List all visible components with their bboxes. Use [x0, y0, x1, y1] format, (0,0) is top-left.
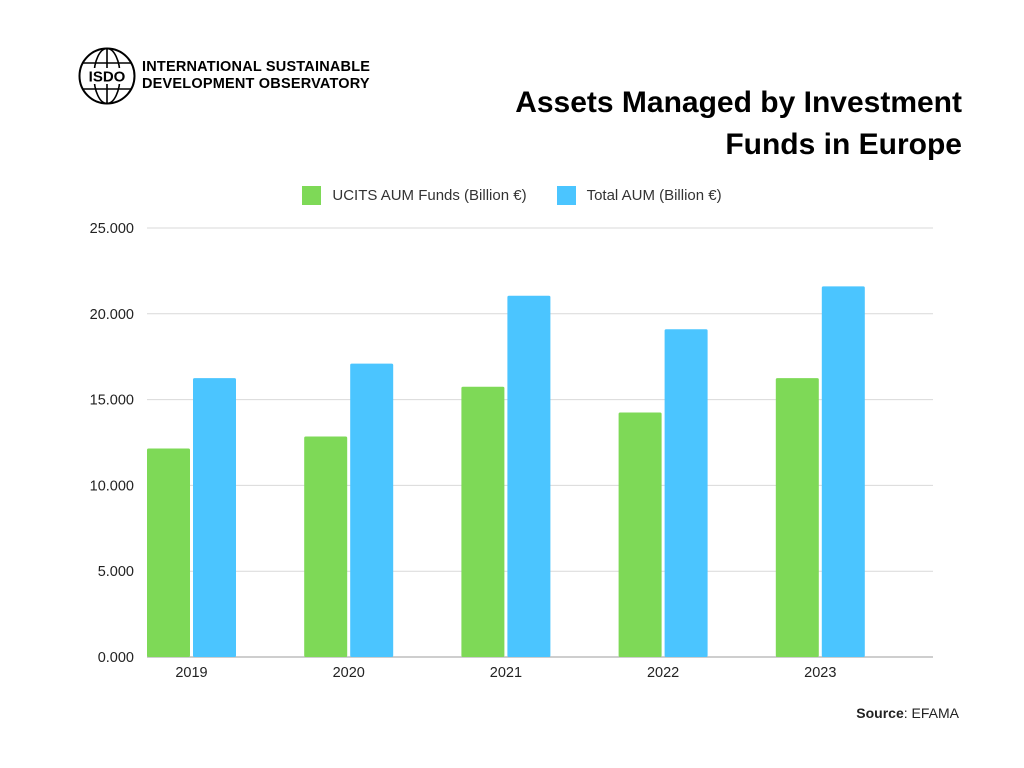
chart-title-line2: Funds in Europe	[725, 128, 962, 161]
bar-ucits	[618, 412, 662, 657]
bar-total	[821, 286, 865, 657]
bar-ucits	[775, 378, 819, 657]
source-label: Source	[856, 705, 904, 721]
legend-swatch-ucits	[302, 186, 322, 205]
legend-item-ucits: UCITS AUM Funds (Billion €)	[302, 186, 527, 205]
org-logo-block: ISDO INTERNATIONAL SUSTAINABLE DEVELOPME…	[78, 47, 370, 105]
logo-text: ISDO	[89, 69, 126, 86]
bar-total	[350, 363, 394, 657]
x-tick-label: 2022	[647, 665, 679, 681]
bar-ucits	[304, 436, 348, 657]
x-tick-label: 2021	[490, 665, 522, 681]
legend-label-ucits: UCITS AUM Funds (Billion €)	[332, 187, 527, 204]
org-name: INTERNATIONAL SUSTAINABLE DEVELOPMENT OB…	[142, 59, 370, 93]
chart-title: Assets Managed by Investment Funds in Eu…	[402, 82, 962, 166]
chart-title-line1: Assets Managed by Investment	[515, 86, 962, 119]
bar-ucits	[147, 448, 190, 657]
bar-ucits	[461, 386, 505, 657]
y-tick-label: 5.000	[98, 564, 134, 580]
bar-total	[193, 378, 236, 657]
y-tick-label: 10.000	[90, 478, 134, 494]
x-tick-label: 2023	[804, 665, 836, 681]
globe-logo-icon: ISDO	[78, 47, 136, 105]
bar-total	[507, 295, 551, 657]
org-name-line1: INTERNATIONAL SUSTAINABLE	[142, 59, 371, 75]
chart-legend: UCITS AUM Funds (Billion €) Total AUM (B…	[0, 186, 1024, 205]
y-tick-label: 15.000	[90, 393, 134, 409]
y-tick-label: 0.000	[98, 650, 134, 666]
source-value: : EFAMA	[903, 705, 959, 721]
legend-label-total: Total AUM (Billion €)	[586, 187, 722, 204]
y-tick-label: 20.000	[90, 307, 134, 323]
x-tick-label: 2020	[333, 665, 365, 681]
legend-item-total: Total AUM (Billion €)	[556, 186, 722, 205]
org-name-line2: DEVELOPMENT OBSERVATORY	[142, 76, 370, 92]
y-tick-label: 25.000	[90, 221, 134, 237]
x-tick-label: 2019	[175, 665, 207, 681]
legend-swatch-total	[556, 186, 576, 205]
bar-total	[664, 329, 708, 657]
source-note: Source: EFAMA	[856, 705, 959, 721]
